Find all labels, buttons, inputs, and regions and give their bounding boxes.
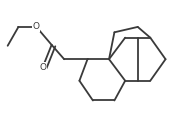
Text: O: O <box>39 63 46 72</box>
Text: O: O <box>33 22 40 31</box>
